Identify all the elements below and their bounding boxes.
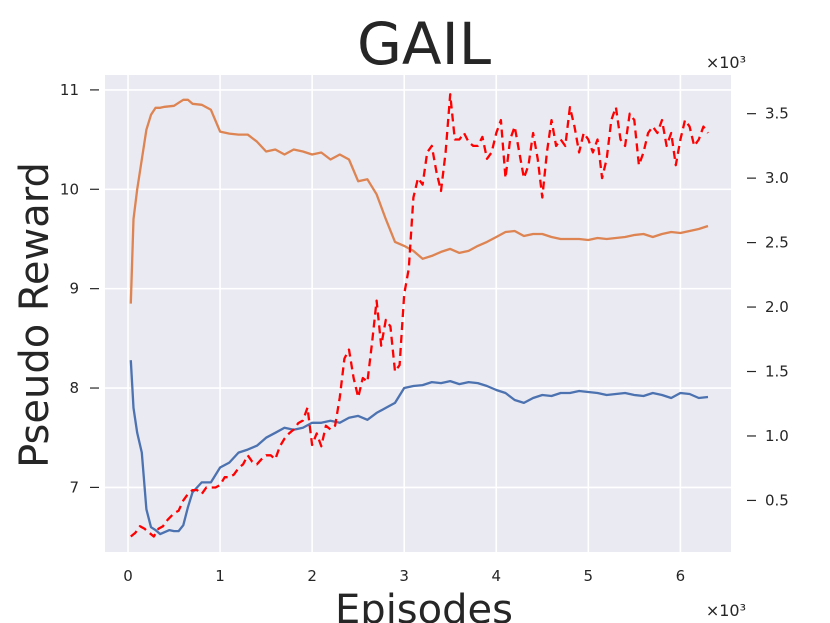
- y-tick-label: 7: [69, 478, 79, 496]
- x-tick-label: 3: [399, 567, 409, 585]
- y-axis-label: Pseudo Reward: [12, 162, 58, 468]
- tick-layer: 0 1 2 3 4 5 6 7 8 9 10 11 0.5 1.0 1.5 2.0 2.5 3.0 3.5: [60, 81, 789, 585]
- series-layer: [129, 93, 709, 538]
- series-line-3: [130, 93, 709, 538]
- series-line-1: [129, 98, 709, 304]
- x-multiplier-label: ×10³: [706, 601, 746, 620]
- x-tick-label: 6: [676, 567, 686, 585]
- y-tick-label: 8: [69, 379, 79, 397]
- chart-title: GAIL: [357, 10, 491, 78]
- x-tick-label: 0: [123, 567, 133, 585]
- x-tick-label: 2: [307, 567, 317, 585]
- y2-tick-label: 0.5: [765, 491, 789, 509]
- x-axis-label: Episodes: [335, 587, 513, 623]
- y2-tick-label: 1.0: [765, 427, 789, 445]
- y2-tick-label: 1.5: [765, 363, 789, 381]
- y2-tick-label: 3.0: [765, 169, 789, 187]
- y2-tick-label: 2.5: [765, 234, 789, 252]
- x-tick-label: 5: [584, 567, 594, 585]
- y-tick-label: 9: [69, 280, 79, 298]
- plot-background: [105, 75, 731, 552]
- y2-tick-label: 3.5: [765, 105, 789, 123]
- x-tick-label: 4: [491, 567, 501, 585]
- y-tick-label: 11: [60, 81, 79, 99]
- x-tick-label: 1: [215, 567, 225, 585]
- y2-tick-label: 2.0: [765, 298, 789, 316]
- y-tick-label: 10: [60, 180, 79, 198]
- series-line-2: [129, 360, 709, 536]
- y2-multiplier-label: ×10³: [706, 53, 746, 72]
